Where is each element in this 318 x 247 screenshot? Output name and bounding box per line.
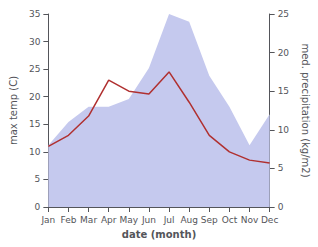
svg-text:25: 25 (29, 64, 40, 74)
svg-text:10: 10 (278, 125, 290, 135)
svg-text:0: 0 (278, 202, 284, 212)
svg-text:Oct: Oct (222, 215, 238, 225)
svg-text:Sep: Sep (201, 215, 218, 225)
svg-text:30: 30 (29, 37, 41, 47)
svg-text:Jul: Jul (163, 215, 175, 225)
svg-text:0: 0 (35, 202, 41, 212)
svg-text:35: 35 (29, 9, 40, 19)
svg-text:Feb: Feb (61, 215, 77, 225)
svg-text:date (month): date (month) (122, 229, 196, 240)
svg-text:10: 10 (29, 147, 41, 157)
svg-text:15: 15 (29, 119, 40, 129)
svg-text:max temp (C): max temp (C) (8, 76, 19, 145)
svg-text:Jun: Jun (141, 215, 156, 225)
svg-text:Jan: Jan (40, 215, 55, 225)
svg-text:5: 5 (278, 163, 284, 173)
svg-text:20: 20 (29, 92, 41, 102)
svg-text:20: 20 (278, 48, 290, 58)
svg-text:5: 5 (35, 174, 41, 184)
svg-text:Aug: Aug (180, 215, 198, 225)
svg-text:15: 15 (278, 86, 289, 96)
svg-text:May: May (120, 215, 139, 225)
svg-text:Apr: Apr (101, 215, 117, 225)
svg-text:med. precipitation (kg/m2): med. precipitation (kg/m2) (300, 43, 311, 177)
svg-text:Nov: Nov (241, 215, 259, 225)
svg-text:Dec: Dec (261, 215, 278, 225)
svg-text:Mar: Mar (80, 215, 97, 225)
svg-text:25: 25 (278, 9, 289, 19)
